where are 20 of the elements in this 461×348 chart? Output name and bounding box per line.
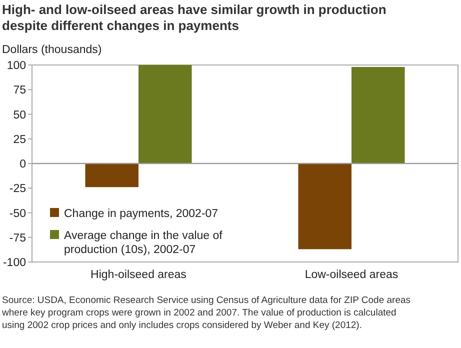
y-tick-label: -100 bbox=[2, 257, 26, 269]
legend-label: Average change in the value of production (10s), 2002-07 bbox=[64, 230, 224, 256]
y-tick-label: -75 bbox=[9, 232, 26, 244]
y-tick-label: -50 bbox=[9, 208, 26, 220]
bar bbox=[138, 65, 192, 164]
y-tick-label: 25 bbox=[13, 134, 26, 146]
chart-title: High- and low-oilseed areas have similar growth in production despite different changes in payments bbox=[2, 2, 386, 33]
y-tick-label: -25 bbox=[9, 183, 26, 196]
y-tick-label: 75 bbox=[13, 84, 26, 97]
y-tick-label: 0 bbox=[20, 158, 26, 170]
y-tick-label: 100 bbox=[6, 60, 26, 72]
bar bbox=[298, 164, 352, 250]
x-tick-label: Low-oilseed areas bbox=[304, 269, 398, 281]
bar bbox=[352, 66, 405, 164]
y-axis-title: Dollars (thousands) bbox=[2, 44, 102, 56]
bar bbox=[85, 164, 138, 188]
source-note: Source: USDA, Economic Research Service using Census of Agriculture data for ZIP Code areas where key program crops were grown in 2002 and 2007. The value of production is calculated using 2002 crop prices and only includes crops considered by Weber and Key (2012). bbox=[1, 295, 411, 331]
y-tick-label: 50 bbox=[13, 109, 26, 122]
legend-label: Change in payments, 2002-07 bbox=[64, 208, 218, 220]
x-tick-label: High-oilseed areas bbox=[90, 269, 187, 281]
